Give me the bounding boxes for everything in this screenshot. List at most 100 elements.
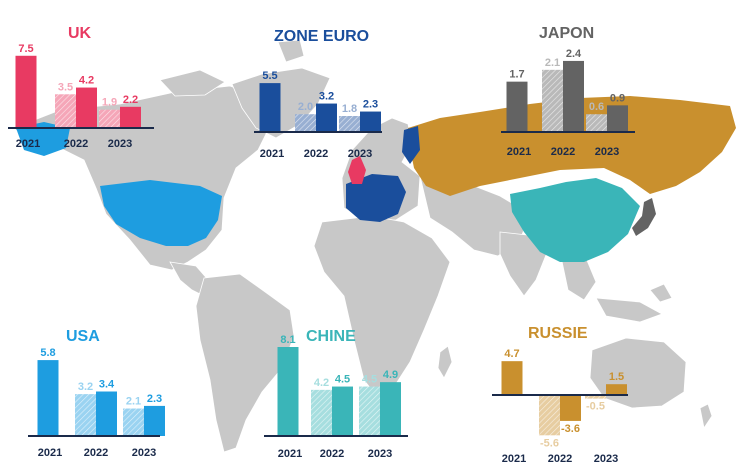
bar-previous-forecast-label-2023: 2.1 bbox=[126, 396, 141, 408]
year-tick-2021: 2021 bbox=[260, 148, 284, 160]
bar-previous-forecast-label-2022: 2.0 bbox=[298, 101, 313, 113]
bar-previous-forecast-2023 bbox=[123, 408, 144, 436]
bar-previous-forecast-2023 bbox=[359, 386, 380, 436]
bar-current-forecast-2022 bbox=[96, 391, 117, 436]
japan-title: JAPON bbox=[539, 25, 595, 42]
japan-chart: 1.7 2021 2.1 2.4 2022 0.6 0.9 2023 bbox=[501, 48, 635, 158]
china-panel: CHINE 8.1 2021 4.2 4.5 2022 4.5 4.9 2023 bbox=[258, 310, 413, 473]
bar-current-forecast-label-2022: 4.2 bbox=[79, 75, 94, 87]
bar-current-forecast-label-2023: 1.5 bbox=[609, 371, 624, 383]
year-tick-2021: 2021 bbox=[278, 448, 302, 460]
year-tick-2023: 2023 bbox=[108, 138, 132, 150]
bar-current-forecast-2022 bbox=[332, 386, 353, 436]
year-tick-2022: 2022 bbox=[320, 448, 344, 460]
bar-current-forecast-label-2022: 2.4 bbox=[566, 48, 582, 60]
bar-current-forecast-label-2021: 7.5 bbox=[18, 43, 33, 55]
uk-title: UK bbox=[68, 25, 92, 42]
eurozone-panel: ZONE EURO 5.5 2021 2.0 3.2 2022 1.8 2.3 2023 bbox=[248, 0, 398, 165]
year-tick-2022: 2022 bbox=[548, 453, 572, 465]
bar-current-forecast-2021 bbox=[506, 81, 528, 132]
bar-previous-forecast-label-2023: -0.5 bbox=[586, 401, 605, 413]
bar-current-forecast-2023 bbox=[606, 384, 627, 395]
bar-current-forecast-label-2022: 3.2 bbox=[319, 91, 334, 103]
year-tick-2023: 2023 bbox=[132, 447, 156, 459]
bar-current-forecast-2023 bbox=[144, 405, 165, 436]
usa-region bbox=[100, 180, 222, 246]
uk-chart: 7.5 2021 3.5 4.2 2022 1.9 2.2 2023 bbox=[8, 43, 154, 150]
bar-previous-forecast-label-2023: 1.8 bbox=[342, 103, 357, 115]
bar-previous-forecast-label-2022: 3.2 bbox=[78, 381, 93, 393]
bar-previous-forecast-label-2023: 1.9 bbox=[102, 97, 117, 109]
bar-previous-forecast-label-2023: 0.6 bbox=[589, 101, 604, 113]
china-title: CHINE bbox=[306, 328, 356, 345]
bar-current-forecast-label-2022: 4.5 bbox=[335, 374, 350, 386]
china-chart: 8.1 2021 4.2 4.5 2022 4.5 4.9 2023 bbox=[264, 334, 408, 460]
alaska-region bbox=[16, 122, 70, 156]
bar-current-forecast-2022 bbox=[76, 87, 97, 128]
bar-current-forecast-label-2021: 5.8 bbox=[40, 347, 55, 359]
japan-region bbox=[632, 198, 656, 236]
usa-chart: 5.8 2021 3.2 3.4 2022 2.1 2.3 2023 bbox=[28, 347, 165, 459]
finland-region bbox=[402, 126, 420, 164]
eurozone-region bbox=[346, 174, 406, 222]
bar-current-forecast-2021 bbox=[501, 361, 523, 395]
bar-previous-forecast-2022 bbox=[539, 395, 560, 436]
bar-previous-forecast-2022 bbox=[311, 389, 332, 436]
bar-current-forecast-label-2023: 0.9 bbox=[610, 92, 625, 104]
bar-current-forecast-2021 bbox=[37, 360, 59, 436]
bar-current-forecast-label-2021: 4.7 bbox=[504, 348, 519, 360]
year-tick-2023: 2023 bbox=[594, 453, 618, 465]
bar-current-forecast-2023 bbox=[380, 382, 401, 436]
bar-current-forecast-label-2023: 4.9 bbox=[383, 369, 398, 381]
bar-current-forecast-2023 bbox=[120, 106, 141, 128]
bar-current-forecast-label-2021: 1.7 bbox=[509, 69, 524, 81]
bar-current-forecast-label-2021: 8.1 bbox=[280, 334, 295, 346]
year-tick-2022: 2022 bbox=[304, 148, 328, 160]
russia-panel: RUSSIE 4.7 2021 -5.6 -3.6 2022 -0.5 1.5 2023 bbox=[488, 310, 638, 473]
bar-previous-forecast-label-2022: -5.6 bbox=[540, 437, 559, 449]
bar-current-forecast-label-2021: 5.5 bbox=[262, 70, 277, 82]
russia-title: RUSSIE bbox=[528, 325, 588, 342]
bar-previous-forecast-label-2022: 4.2 bbox=[314, 377, 329, 389]
bar-previous-forecast-2022 bbox=[75, 394, 96, 436]
year-tick-2022: 2022 bbox=[64, 138, 88, 150]
eurozone-chart: 5.5 2021 2.0 3.2 2022 1.8 2.3 2023 bbox=[254, 70, 382, 160]
bar-previous-forecast-2023 bbox=[585, 395, 606, 399]
year-tick-2021: 2021 bbox=[507, 146, 531, 158]
bar-current-forecast-2022 bbox=[316, 103, 337, 132]
year-tick-2022: 2022 bbox=[84, 447, 108, 459]
bar-current-forecast-2022 bbox=[560, 395, 581, 421]
bar-current-forecast-label-2022: -3.6 bbox=[561, 423, 580, 435]
russia-chart: 4.7 2021 -5.6-3.6 2022 -0.5 1.5 2023 bbox=[492, 348, 628, 465]
bar-current-forecast-2021 bbox=[277, 347, 299, 436]
eurozone-title: ZONE EURO bbox=[274, 28, 370, 45]
uk-region bbox=[348, 156, 366, 184]
year-tick-2021: 2021 bbox=[502, 453, 526, 465]
bar-previous-forecast-label-2022: 3.5 bbox=[58, 81, 73, 93]
usa-panel: USA 5.8 2021 3.2 3.4 2022 2.1 2.3 2023 bbox=[20, 310, 165, 473]
year-tick-2022: 2022 bbox=[551, 146, 575, 158]
bar-previous-forecast-label-2023: 4.5 bbox=[362, 374, 377, 386]
bar-current-forecast-2022 bbox=[563, 60, 584, 132]
bar-current-forecast-label-2023: 2.2 bbox=[123, 94, 138, 106]
bar-previous-forecast-label-2022: 2.1 bbox=[545, 57, 560, 69]
year-tick-2023: 2023 bbox=[348, 148, 372, 160]
bar-current-forecast-label-2022: 3.4 bbox=[99, 379, 115, 391]
russia-region bbox=[408, 96, 736, 196]
year-tick-2023: 2023 bbox=[595, 146, 619, 158]
bar-previous-forecast-2023 bbox=[99, 109, 120, 128]
usa-title: USA bbox=[66, 328, 100, 345]
bar-current-forecast-label-2023: 2.3 bbox=[363, 99, 378, 111]
uk-panel: UK 7.5 2021 3.5 4.2 2022 1.9 2.2 2023 bbox=[0, 0, 165, 155]
china-region bbox=[510, 178, 640, 262]
year-tick-2021: 2021 bbox=[16, 138, 40, 150]
japan-panel: JAPON 1.7 2021 2.1 2.4 2022 0.6 0.9 2023 bbox=[495, 0, 645, 165]
year-tick-2021: 2021 bbox=[38, 447, 62, 459]
bar-current-forecast-2023 bbox=[360, 111, 381, 132]
bar-current-forecast-label-2023: 2.3 bbox=[147, 393, 162, 405]
bar-previous-forecast-2022 bbox=[542, 69, 563, 132]
bar-previous-forecast-2022 bbox=[295, 114, 316, 132]
bar-current-forecast-2023 bbox=[607, 105, 628, 132]
